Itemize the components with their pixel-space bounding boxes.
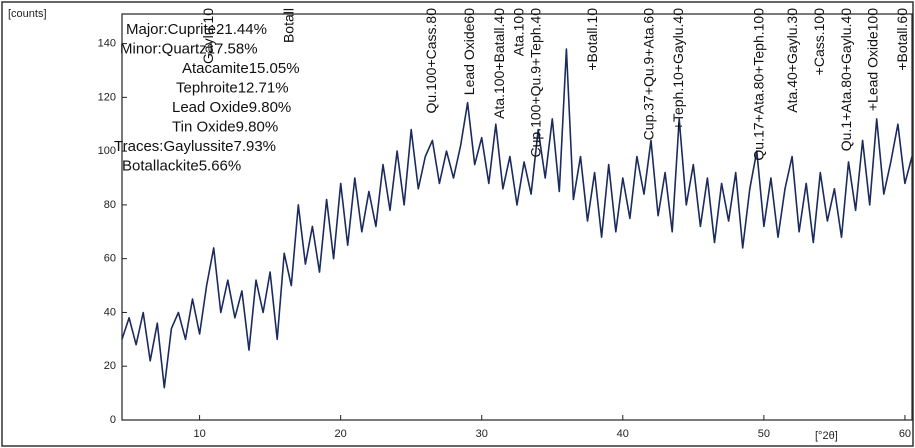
peak-label: Ata.100 [511,8,527,56]
y-tick-label: 100 [98,145,116,157]
spectrum-line [121,48,913,389]
peak-label: Lead Oxide60 [461,8,477,95]
composition-label: Lead Oxide9.80% [172,99,291,116]
peak-label: Qu.1+Ata.80+Gaylu.40 [838,8,854,151]
peak-label: Qu.100+Cass.80 [423,8,439,114]
composition-label: Minor:Quartz17.58% [120,40,258,57]
peak-label: Cup.100+Qu.9+Teph.40 [527,8,543,158]
composition-label: Tephroite12.71% [176,79,289,96]
y-tick-label: 140 [98,37,116,49]
peak-label: +Botall.10 [584,8,600,71]
plot-area [121,13,913,421]
y-tick-label: 60 [104,253,116,265]
composition-label: Traces:Gaylussite7.93% [114,138,276,155]
x-tick-label: 30 [476,428,488,440]
composition-label: Major:Cuprite21.44% [126,21,267,38]
peak-label: +Teph.10+Gaylu.40 [670,8,686,130]
y-tick-label: 40 [104,306,116,318]
peak-label: Gaylu.10 [200,8,216,64]
peak-label: +Lead Oxide100 [865,8,881,111]
x-tick-label: 50 [758,428,770,440]
x-axis-label: [°2θ] [815,430,838,442]
x-tick-label: 40 [617,428,629,440]
peak-label: Cup.37+Qu.9+Ata.60 [640,8,656,141]
peak-label: +Cass.100 [811,8,827,76]
y-tick-label: 20 [104,360,116,372]
peak-label: +Botall.60 [894,8,910,71]
peak-label: Ata.100+Batall.40 [491,8,507,119]
composition-label: Tin Oxide9.80% [172,118,278,135]
x-tick-label: 20 [335,428,347,440]
peak-label: Botall [281,8,297,43]
x-tick-label: 10 [193,428,205,440]
y-tick-label: 0 [110,414,116,426]
y-tick-label: 120 [98,91,116,103]
y-tick-label: 80 [104,199,116,211]
peak-label: Ata.40+Gaylu.30 [784,8,800,113]
y-axis-label: [counts] [8,8,47,20]
composition-label: Atacamite15.05% [182,60,300,77]
x-tick-label: 60 [899,428,911,440]
peak-label: Qu.17+Ata.80+Teph.100 [750,8,766,161]
composition-label: Botallackite5.66% [122,157,241,174]
